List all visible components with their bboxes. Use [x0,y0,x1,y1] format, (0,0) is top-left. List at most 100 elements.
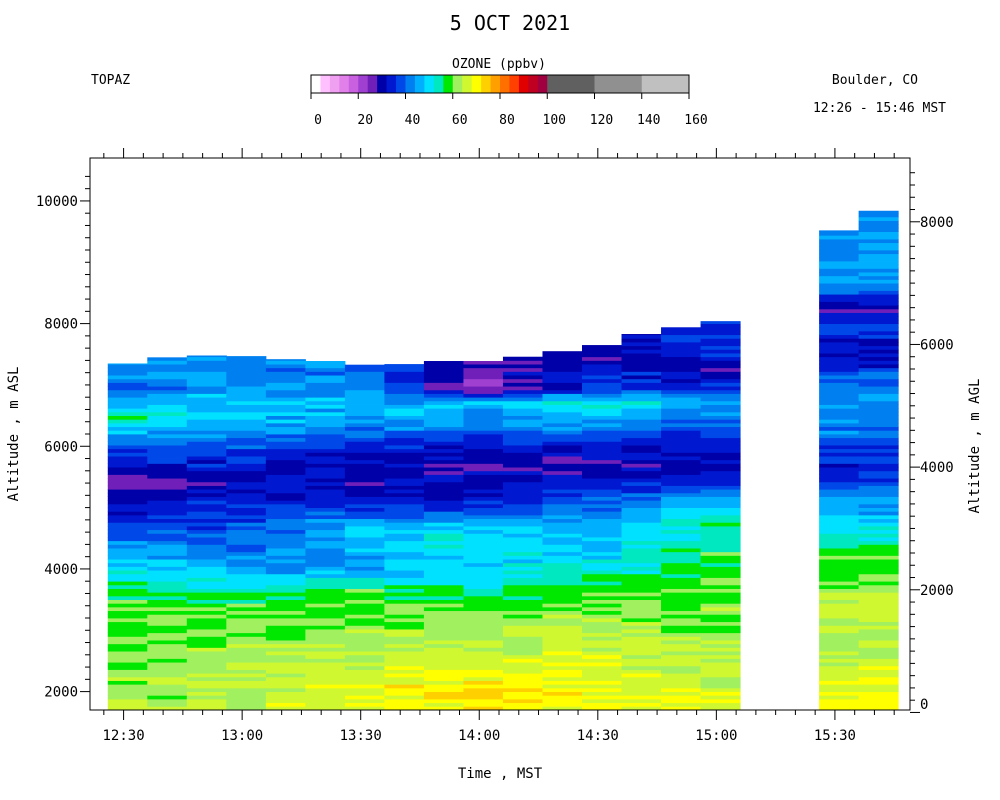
ozone-cell [700,654,741,659]
ozone-cell [661,360,702,365]
ozone-cell [463,640,504,645]
ozone-cell [226,676,267,681]
ozone-cell [226,544,267,549]
ozone-cell [107,614,148,619]
ozone-cell [621,408,662,413]
ozone-cell [661,511,702,516]
ozone-cell [582,397,623,402]
colorbar-segment [528,75,539,93]
ozone-cell [463,680,504,685]
ozone-cell [423,632,464,637]
ozone-cell [582,665,623,670]
ozone-cell [186,665,227,670]
ozone-cell [858,485,899,490]
ozone-cell [344,492,385,497]
ozone-cell [384,496,425,501]
ozone-cell [542,389,583,394]
ozone-cell [265,514,306,520]
ozone-cell [661,364,702,369]
ozone-cell [858,662,899,667]
ozone-cell [305,474,346,479]
ozone-cell [107,434,148,439]
ozone-cell [582,345,623,350]
ozone-cell [305,551,346,556]
ozone-cell [344,562,385,567]
ozone-cell [384,629,425,634]
profile-column [819,230,860,711]
ozone-cell [107,555,148,560]
ozone-cell [265,434,306,439]
colorbar-segment [443,75,454,93]
ozone-cell [582,581,623,586]
ozone-cell [621,581,662,586]
ozone-cell [226,548,267,553]
ozone-cell [107,496,148,501]
ozone-cell [186,676,227,681]
ozone-cell [502,485,543,490]
ozone-cell [226,371,267,376]
ozone-cell [265,676,306,681]
ozone-cell [147,562,188,567]
ozone-cell [621,588,662,593]
ozone-cell [305,507,346,512]
ozone-cell [186,393,227,398]
profile-column [661,327,702,711]
ozone-cell [858,231,899,236]
ozone-cell [819,595,860,600]
ozone-cell [107,419,148,424]
ozone-cell [423,382,464,387]
ozone-cell [661,570,702,575]
ozone-cell [423,684,464,689]
ozone-cell [265,669,306,674]
ozone-cell [305,389,346,394]
ozone-cell [107,448,148,453]
ozone-cell [542,610,583,615]
ozone-cell [384,640,425,645]
ozone-cell [186,573,227,578]
ozone-cell [226,566,267,571]
ozone-cell [819,238,860,244]
ozone-cell [186,540,227,545]
ozone-cell [502,695,543,700]
ozone-cell [582,467,623,472]
ozone-cell [819,698,860,704]
ozone-cell [463,489,504,494]
ozone-cell [107,511,148,516]
ozone-cell [423,695,464,700]
ozone-cell [305,599,346,604]
ozone-cell [344,533,385,538]
ozone-cell [423,367,464,372]
ozone-cell [700,330,741,336]
ozone-cell [344,698,385,704]
ozone-cell [582,404,623,409]
ozone-cell [700,566,741,571]
ozone-cell [384,651,425,656]
ozone-cell [344,437,385,442]
ozone-cell [423,702,464,707]
ozone-cell [384,706,425,711]
ozone-cell [107,371,148,376]
ozone-cell [858,551,899,556]
ozone-cell [344,588,385,593]
ozone-cell [661,393,702,398]
ozone-cell [700,592,741,597]
ozone-cell [542,614,583,619]
ozone-cell [226,533,267,538]
ozone-cell [344,673,385,678]
ozone-cell [819,584,860,589]
ozone-cell [819,312,860,317]
ozone-cell [700,673,741,678]
ozone-cell [502,654,543,659]
ozone-cell [305,393,346,398]
ozone-cell [582,610,623,615]
ozone-cell [621,522,662,527]
ozone-cell [700,676,741,681]
ozone-cell [502,577,543,582]
ozone-cell [226,551,267,556]
ozone-cell [107,687,148,692]
ozone-cell [502,452,543,457]
ozone-cell [621,334,662,339]
colorbar-segment [377,75,387,93]
ozone-cell [858,518,899,523]
ozone-cell [384,522,425,527]
